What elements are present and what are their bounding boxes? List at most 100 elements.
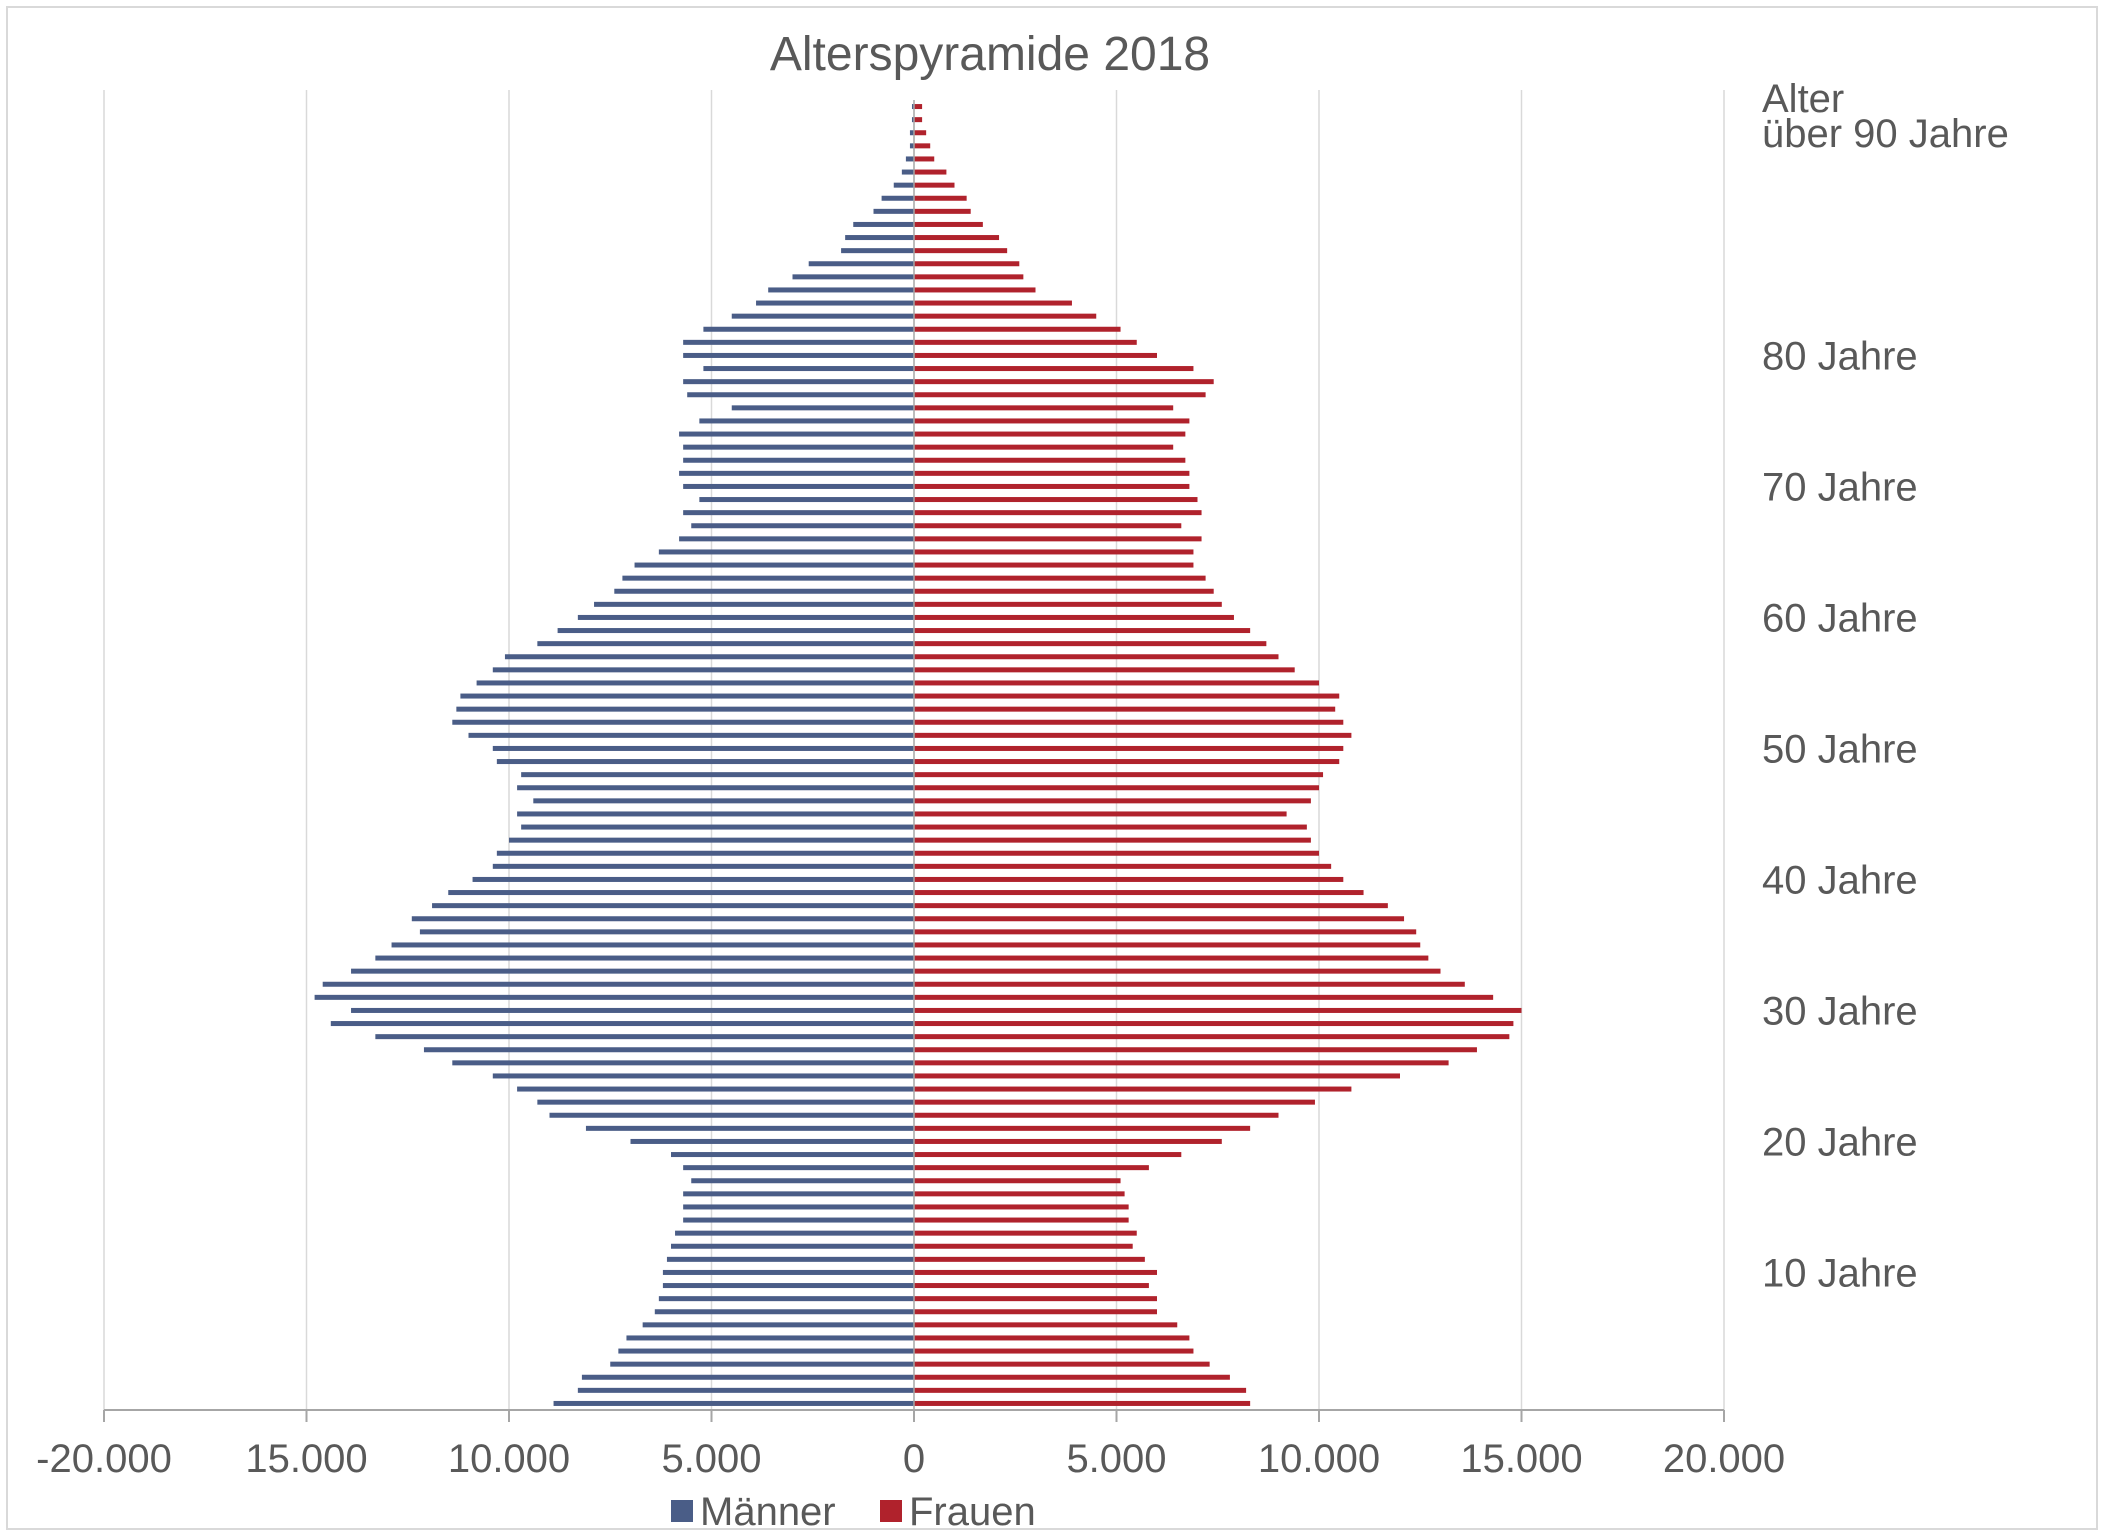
bar-frauen: [914, 1322, 1178, 1328]
bar-maenner: [792, 274, 914, 280]
age-label: 30 Jahre: [1762, 989, 1918, 1033]
bar-maenner: [517, 785, 914, 791]
bar-frauen: [914, 104, 923, 110]
bar-frauen: [914, 444, 1174, 450]
bar-maenner: [537, 641, 914, 647]
bar-frauen: [914, 916, 1405, 922]
legend: Männer Frauen: [671, 1490, 1036, 1534]
bar-maenner: [683, 1204, 914, 1210]
bar-frauen: [914, 654, 1279, 660]
bar-maenner: [768, 287, 914, 293]
bar-frauen: [914, 929, 1417, 935]
bar-frauen: [914, 1007, 1522, 1013]
age-label: 80 Jahre: [1762, 334, 1918, 378]
bar-maenner: [557, 628, 914, 634]
bar-frauen: [914, 1309, 1157, 1315]
bar-maenner: [517, 1086, 914, 1092]
bar-maenner: [509, 837, 914, 843]
bar-frauen: [914, 562, 1194, 568]
bar-frauen: [914, 785, 1319, 791]
bar-maenner: [699, 418, 914, 424]
bar-frauen: [914, 1060, 1449, 1066]
bar-frauen: [914, 418, 1190, 424]
age-label: 40 Jahre: [1762, 858, 1918, 902]
bar-frauen: [914, 798, 1311, 804]
bar-maenner: [683, 352, 914, 358]
bar-maenner: [375, 1034, 915, 1040]
bar-maenner: [314, 994, 915, 1000]
age-label: 10 Jahre: [1762, 1251, 1918, 1295]
bar-frauen: [914, 588, 1214, 594]
bar-frauen: [914, 235, 1000, 241]
bar-maenner: [683, 483, 914, 489]
bar-frauen: [914, 287, 1036, 293]
bar-maenner: [911, 104, 914, 110]
bar-maenner: [618, 1348, 914, 1354]
bar-frauen: [914, 719, 1344, 725]
bar-frauen: [914, 1099, 1315, 1105]
bar-frauen: [914, 981, 1465, 987]
bar-maenner: [642, 1322, 914, 1328]
bar-frauen: [914, 248, 1008, 254]
bar-maenner: [330, 1021, 914, 1027]
age-labels: über 90 Jahre 80 Jahre 70 Jahre 60 Jahre 50 …: [1762, 112, 2009, 1296]
bar-frauen: [914, 143, 931, 149]
bar-frauen: [914, 628, 1251, 634]
bar-frauen: [914, 955, 1429, 961]
bar-maenner: [472, 876, 914, 882]
bar-maenner: [671, 1243, 914, 1249]
bar-maenner: [581, 1374, 914, 1380]
bar-maenner: [691, 1178, 914, 1184]
bar-frauen: [914, 1152, 1182, 1158]
bar-maenner: [683, 1165, 914, 1171]
bar-frauen: [914, 667, 1295, 673]
bar-maenner: [375, 955, 915, 961]
legend-swatch-frauen: [880, 1500, 902, 1522]
age-label: 20 Jahre: [1762, 1120, 1918, 1164]
bar-maenner: [391, 942, 914, 948]
bar-frauen: [914, 968, 1441, 974]
bar-frauen: [914, 1086, 1352, 1092]
bar-frauen: [914, 1400, 1251, 1406]
bar-frauen: [914, 693, 1340, 699]
bar-frauen: [914, 837, 1311, 843]
bar-maenner: [610, 1361, 914, 1367]
bar-frauen: [914, 903, 1388, 909]
bar-maenner: [675, 1230, 914, 1236]
bar-frauen: [914, 182, 955, 188]
x-tick-labels: -20.000 15.000 10.000 5.000 0 5.000 10.000 15.0…: [36, 1437, 1785, 1481]
bar-maenner: [683, 444, 914, 450]
bar-frauen: [914, 1191, 1125, 1197]
bar-maenner: [521, 824, 914, 830]
bar-frauen: [914, 1138, 1222, 1144]
bar-frauen: [914, 706, 1336, 712]
bar-frauen: [914, 326, 1121, 332]
bar-frauen: [914, 1125, 1251, 1131]
bar-frauen: [914, 274, 1024, 280]
bar-maenner: [671, 1152, 914, 1158]
bar-maenner: [662, 1283, 914, 1289]
bar-frauen: [914, 497, 1198, 503]
bar-maenner: [658, 1296, 914, 1302]
bar-maenner: [456, 706, 914, 712]
bar-frauen: [914, 221, 983, 227]
bar-maenner: [549, 1112, 914, 1118]
bar-maenner: [521, 772, 914, 778]
bar-frauen: [914, 863, 1332, 869]
age-label: 50 Jahre: [1762, 727, 1918, 771]
bar-maenner: [634, 562, 914, 568]
bar-frauen: [914, 601, 1222, 607]
legend-swatch-maenner: [671, 1500, 693, 1522]
bar-frauen: [914, 641, 1267, 647]
legend-label-frauen: Frauen: [909, 1490, 1036, 1534]
bar-frauen: [914, 1269, 1157, 1275]
bar-frauen: [914, 1165, 1149, 1171]
bar-maenner: [577, 614, 914, 620]
bar-maenner: [448, 890, 914, 896]
x-tick-label: 5.000: [661, 1437, 761, 1481]
bar-frauen: [914, 1073, 1400, 1079]
bar-frauen: [914, 457, 1186, 463]
x-tick-label: 15.000: [245, 1437, 367, 1481]
bar-maenner: [351, 968, 914, 974]
bar-frauen: [914, 483, 1190, 489]
